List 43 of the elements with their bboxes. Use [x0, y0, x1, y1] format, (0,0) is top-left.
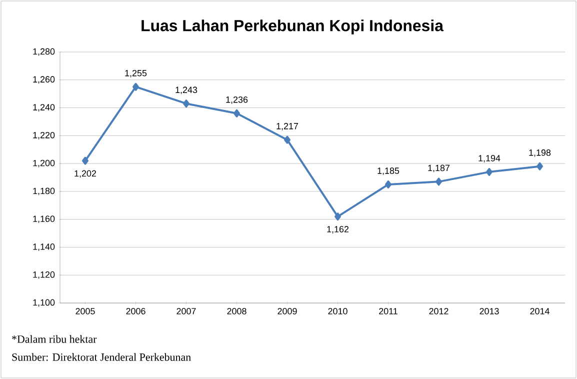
- point: [284, 136, 290, 144]
- point: [486, 168, 492, 176]
- x-tick-label: 2012: [429, 308, 448, 314]
- y-tick-label: 1,140: [33, 244, 55, 251]
- data-label: 1,217: [276, 122, 298, 130]
- y-tick-label: 1,240: [33, 104, 55, 112]
- point: [132, 82, 139, 91]
- y-tick-label: 1,280: [33, 48, 55, 56]
- text: *Dalam ribu hektar: [12, 335, 97, 343]
- y-tick-label: 1,200: [33, 160, 55, 168]
- x-tick-label: 2013: [480, 308, 499, 314]
- x-tick-label: 2008: [227, 308, 246, 314]
- x-tick-label: 2006: [126, 308, 146, 314]
- point: [82, 156, 88, 165]
- data-label: 1,243: [176, 86, 198, 94]
- data-label: 1,185: [378, 168, 400, 175]
- x-tick-label: 2009: [278, 308, 297, 314]
- chart-title: Luas Lahan Perkebunan Kopi Indonesia: [142, 20, 444, 34]
- y-tick-label: 1,180: [33, 188, 55, 196]
- data-label: 1,194: [478, 155, 500, 162]
- y-tick-label: 1,100: [33, 299, 55, 307]
- point: [234, 109, 240, 118]
- point: [536, 162, 543, 170]
- y-tick-label: 1,120: [33, 271, 55, 279]
- y-tick-label: 1,220: [33, 132, 55, 140]
- data-label: 1,187: [428, 164, 450, 172]
- x-tick-label: 2005: [76, 308, 95, 314]
- text: Sumber: Direktorat Jenderal Perkebunan: [12, 353, 191, 361]
- y-tick-label: 1,160: [33, 216, 55, 224]
- data-label: 1,236: [226, 96, 248, 104]
- point: [385, 180, 392, 188]
- data-label: 1,255: [125, 70, 147, 78]
- point: [183, 100, 190, 108]
- y-tick-label: 1,260: [33, 76, 55, 84]
- data-label: 1,198: [529, 149, 551, 157]
- data-label: 1,202: [74, 170, 96, 178]
- x-tick-label: 2007: [176, 308, 196, 314]
- x-tick-label: 2014: [530, 308, 550, 314]
- point: [436, 178, 442, 186]
- data-label: 1,162: [327, 226, 349, 234]
- point: [334, 212, 341, 221]
- x-tick-label: 2010: [328, 308, 348, 314]
- x-tick-label: 2011: [379, 308, 398, 314]
